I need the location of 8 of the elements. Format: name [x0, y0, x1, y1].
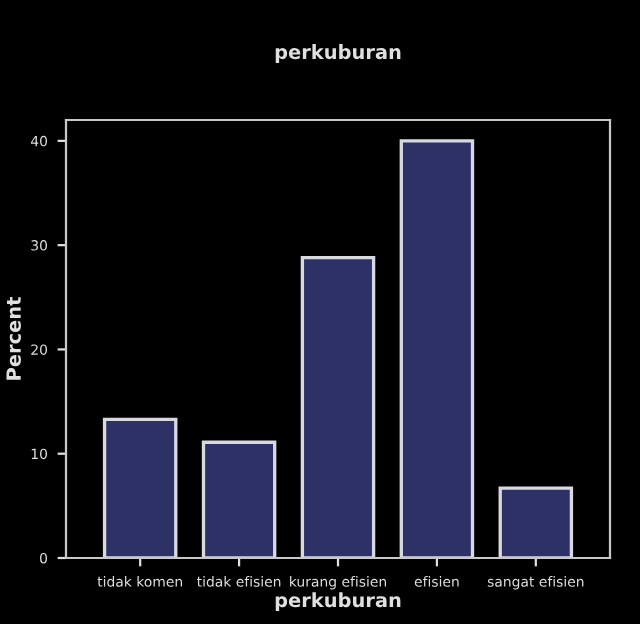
bar — [201, 440, 277, 558]
y-axis-title: Percent — [6, 297, 21, 380]
bar — [399, 139, 475, 558]
x-axis-title: perkuburan — [275, 592, 401, 612]
bar — [498, 486, 574, 558]
bar — [300, 255, 376, 558]
bar — [102, 417, 178, 558]
chart-title: perkuburan — [275, 44, 401, 63]
